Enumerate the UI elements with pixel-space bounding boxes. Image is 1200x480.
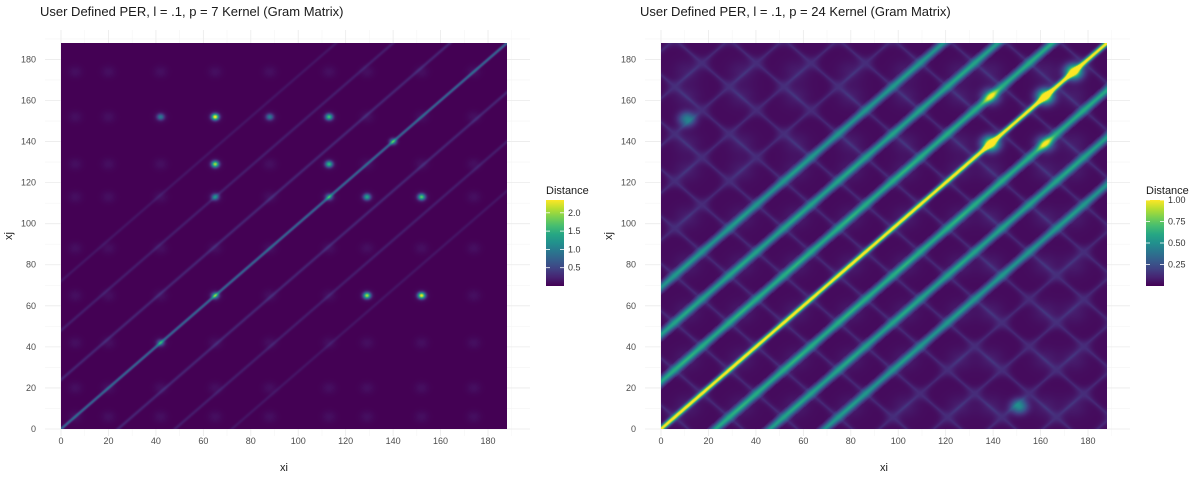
x-tick-label: 160 xyxy=(433,436,448,446)
y-axis-label: xj xyxy=(3,232,15,240)
chart-title: User Defined PER, l = .1, p = 7 Kernel (… xyxy=(40,4,343,19)
legend-colorbar xyxy=(546,200,564,286)
y-tick-label: 20 xyxy=(626,383,636,393)
heatmap-cells xyxy=(61,43,507,429)
y-tick-label: 160 xyxy=(621,95,636,105)
y-tick-label: 80 xyxy=(626,260,636,270)
y-tick-label: 0 xyxy=(31,424,36,434)
legend-title: Distance xyxy=(1146,185,1189,197)
y-tick-label: 180 xyxy=(621,54,636,64)
y-tick-label: 80 xyxy=(26,260,36,270)
x-tick-label: 60 xyxy=(198,436,208,446)
y-axis-ticks: 0 20 40 60 80 100 120 140 160 180 xyxy=(21,54,36,434)
x-tick-label: 40 xyxy=(151,436,161,446)
legend: Distance 0.25 0.50 0.75 1.00 xyxy=(1146,185,1189,286)
legend-tick-label: 0.50 xyxy=(1168,238,1186,248)
legend-tick-label: 2.0 xyxy=(568,208,581,218)
heatmap-chart-p7: User Defined PER, l = .1, p = 7 Kernel (… xyxy=(3,4,589,474)
x-tick-label: 0 xyxy=(658,436,663,446)
heatmap-surface xyxy=(661,43,1107,429)
x-tick-label: 60 xyxy=(798,436,808,446)
chart-panel-right: User Defined PER, l = .1, p = 24 Kernel … xyxy=(600,0,1200,480)
x-tick-label: 100 xyxy=(291,436,306,446)
legend-tick-label: 1.5 xyxy=(568,226,581,236)
legend-tick-label: 1.00 xyxy=(1168,195,1186,205)
legend: Distance 0.5 1.0 1.5 2.0 xyxy=(546,185,589,286)
x-tick-label: 180 xyxy=(1081,436,1096,446)
y-tick-label: 20 xyxy=(26,383,36,393)
x-tick-label: 20 xyxy=(103,436,113,446)
y-tick-label: 160 xyxy=(21,95,36,105)
y-tick-label: 140 xyxy=(621,137,636,147)
y-tick-label: 120 xyxy=(621,178,636,188)
legend-tick-label: 1.0 xyxy=(568,244,581,254)
y-tick-label: 100 xyxy=(621,219,636,229)
y-axis-label: xj xyxy=(603,232,615,240)
legend-tick-label: 0.75 xyxy=(1168,217,1186,227)
x-tick-label: 80 xyxy=(846,436,856,446)
y-axis-ticks: 0 20 40 60 80 100 120 140 160 180 xyxy=(621,54,636,434)
y-tick-label: 60 xyxy=(626,301,636,311)
x-tick-label: 120 xyxy=(938,436,953,446)
y-tick-label: 180 xyxy=(21,54,36,64)
x-tick-label: 140 xyxy=(986,436,1001,446)
y-tick-label: 140 xyxy=(21,137,36,147)
legend-colorbar xyxy=(1146,200,1164,286)
legend-title: Distance xyxy=(546,185,589,197)
x-tick-label: 80 xyxy=(246,436,256,446)
x-axis-label: xi xyxy=(280,462,288,474)
x-axis-ticks: 0 20 40 60 80 100 120 140 160 180 xyxy=(658,436,1095,446)
x-tick-label: 100 xyxy=(891,436,906,446)
chart-panel-left: User Defined PER, l = .1, p = 7 Kernel (… xyxy=(3,4,589,474)
y-tick-label: 0 xyxy=(631,424,636,434)
x-tick-label: 160 xyxy=(1033,436,1048,446)
x-tick-label: 120 xyxy=(338,436,353,446)
y-tick-label: 40 xyxy=(626,342,636,352)
x-tick-label: 0 xyxy=(58,436,63,446)
y-tick-label: 40 xyxy=(26,342,36,352)
x-tick-label: 20 xyxy=(703,436,713,446)
heatmap-cells xyxy=(661,43,1107,429)
heatmap-surface xyxy=(61,43,507,429)
x-tick-label: 40 xyxy=(751,436,761,446)
legend-tick-label: 0.25 xyxy=(1168,260,1186,270)
y-tick-label: 60 xyxy=(26,301,36,311)
x-tick-label: 180 xyxy=(481,436,496,446)
y-tick-label: 100 xyxy=(21,219,36,229)
heatmap-chart-p24: User Defined PER, l = .1, p = 24 Kernel … xyxy=(603,4,1189,474)
x-axis-ticks: 0 20 40 60 80 100 120 140 160 180 xyxy=(58,436,495,446)
x-tick-label: 140 xyxy=(386,436,401,446)
chart-title: User Defined PER, l = .1, p = 24 Kernel … xyxy=(640,4,951,19)
legend-tick-label: 0.5 xyxy=(568,263,581,273)
y-tick-label: 120 xyxy=(21,178,36,188)
x-axis-label: xi xyxy=(880,462,888,474)
